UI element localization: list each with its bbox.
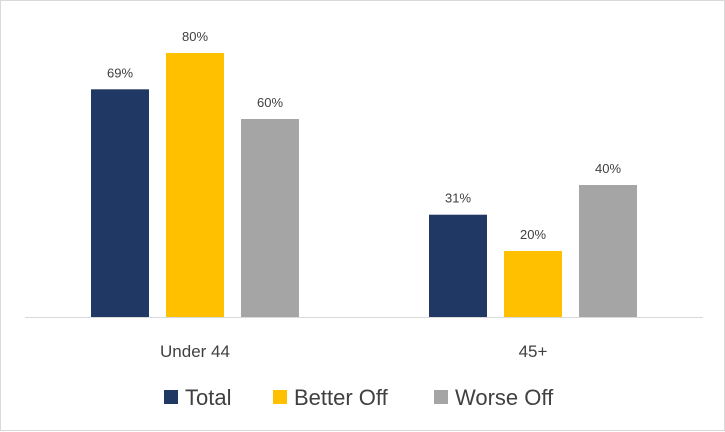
data-label-better-off-2: 20% xyxy=(520,227,546,242)
data-label-total-2: 31% xyxy=(445,191,471,206)
bar-better-off-1 xyxy=(166,53,224,317)
legend-label-worse-off: Worse Off xyxy=(455,385,554,410)
data-label-worse-off-2: 40% xyxy=(595,161,621,176)
data-label-worse-off-1: 60% xyxy=(257,95,283,110)
legend-label-total: Total xyxy=(185,385,231,410)
legend-swatch-better-off xyxy=(273,390,287,404)
data-label-better-off-1: 80% xyxy=(182,29,208,44)
bar-better-off-2 xyxy=(504,251,562,317)
legend-label-better-off: Better Off xyxy=(294,385,389,410)
category-label-1: Under 44 xyxy=(160,342,230,361)
category-label-2: 45+ xyxy=(519,342,548,361)
bar-worse-off-2 xyxy=(579,185,637,317)
bar-total-2 xyxy=(429,214,487,317)
legend-swatch-total xyxy=(164,390,178,404)
data-label-total-1: 69% xyxy=(107,65,133,80)
bar-total-1 xyxy=(91,89,149,317)
legend-swatch-worse-off xyxy=(434,390,448,404)
bar-worse-off-1 xyxy=(241,119,299,317)
